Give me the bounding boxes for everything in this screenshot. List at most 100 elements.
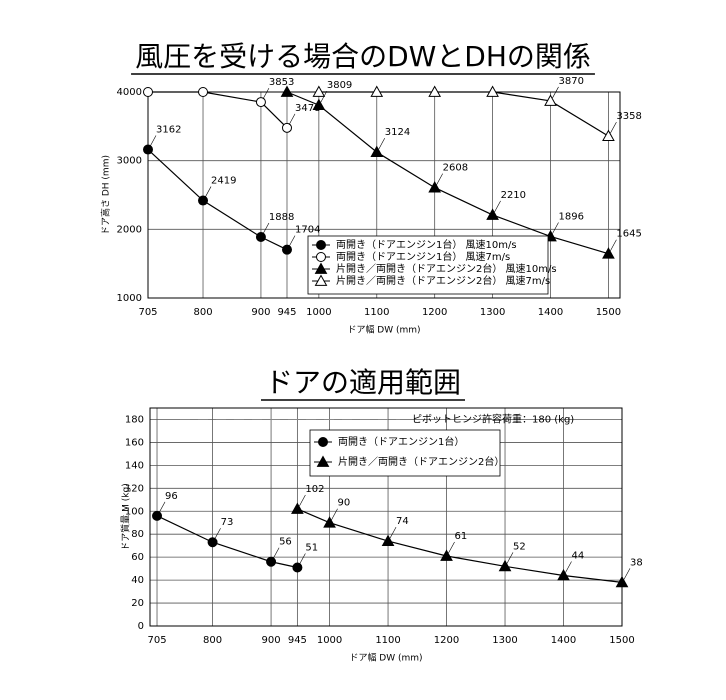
- x-tick-label: 945: [288, 635, 307, 646]
- marker: [544, 94, 557, 106]
- data-label: 2608: [443, 163, 468, 174]
- reference-label: ピボットヒンジ許容荷重：180 (kg): [412, 412, 574, 425]
- label-leader: [272, 547, 280, 559]
- label-leader: [214, 528, 221, 540]
- marker: [318, 437, 328, 447]
- y-tick-label: 180: [125, 414, 144, 425]
- x-tick-label: 1100: [375, 635, 400, 646]
- x-tick-label: 705: [138, 307, 157, 318]
- series-line: [156, 515, 298, 569]
- y-tick-label: 100: [125, 506, 144, 517]
- data-label: 61: [455, 531, 468, 542]
- label-leader: [288, 235, 296, 247]
- y-tick-label: 80: [131, 529, 144, 540]
- x-tick-label: 705: [147, 635, 166, 646]
- data-label: 1704: [295, 225, 320, 236]
- marker: [602, 129, 615, 141]
- marker: [370, 85, 384, 97]
- y-tick-label: 140: [125, 460, 144, 471]
- label-leader: [158, 501, 166, 513]
- x-tick-label: 1400: [551, 635, 576, 646]
- marker: [255, 232, 266, 243]
- marker: [316, 240, 326, 250]
- chart-title: ドアの適用範囲: [265, 366, 461, 399]
- series-line: [297, 508, 623, 583]
- x-tick-label: 800: [203, 635, 222, 646]
- data-label: 1645: [616, 229, 641, 240]
- x-tick-label: 1500: [609, 635, 634, 646]
- marker: [428, 181, 442, 193]
- data-label: 73: [221, 517, 234, 528]
- label-leader: [506, 552, 514, 564]
- data-label: 102: [305, 484, 324, 495]
- y-tick-label: 40: [131, 575, 144, 586]
- x-tick-label: 1500: [596, 307, 621, 318]
- data-label: 96: [165, 491, 178, 502]
- series-line: [318, 91, 609, 137]
- label-leader: [565, 561, 572, 573]
- marker: [152, 510, 163, 521]
- y-tick-label: 20: [131, 598, 144, 609]
- data-label: 3478: [295, 103, 320, 114]
- data-label: 3870: [559, 76, 584, 87]
- marker: [314, 262, 328, 274]
- marker: [440, 549, 453, 561]
- marker: [281, 244, 292, 255]
- legend-label: 両開き（ドアエンジン1台） 風速7m/s: [336, 250, 510, 263]
- y-axis-label: ドア質量 M (kg): [120, 483, 132, 550]
- data-label: 51: [305, 542, 318, 553]
- x-tick-label: 1000: [317, 635, 342, 646]
- legend: 両開き（ドアエンジン1台） 片開き／両開き（ドアエンジン2台）: [309, 429, 504, 477]
- marker: [255, 97, 266, 108]
- marker: [370, 145, 384, 158]
- marker: [557, 568, 570, 581]
- plot-frame: [149, 407, 623, 627]
- x-axis-label: ドア幅 DW (mm): [349, 652, 422, 664]
- marker: [615, 575, 629, 588]
- data-label: 3162: [156, 125, 181, 136]
- label-leader: [204, 186, 212, 198]
- label-leader: [552, 222, 559, 234]
- marker: [323, 516, 336, 528]
- marker: [280, 85, 294, 97]
- legend-label: 両開き（ドアエンジン1台） 風速10m/s: [336, 238, 517, 251]
- label-leader: [378, 138, 386, 150]
- data-label: 3124: [385, 127, 410, 138]
- marker: [198, 87, 209, 97]
- data-label: 2210: [501, 190, 526, 201]
- data-label: 74: [396, 516, 409, 527]
- x-tick-label: 800: [193, 307, 212, 318]
- marker: [486, 208, 499, 220]
- data-label: 38: [630, 557, 643, 568]
- marker: [428, 85, 442, 97]
- data-label: 3809: [327, 80, 352, 91]
- marker: [312, 85, 326, 97]
- marker: [486, 85, 499, 97]
- data-label: 90: [338, 498, 351, 509]
- y-tick-label: 2000: [117, 224, 142, 235]
- legend-label: 両開き（ドアエンジン1台）: [338, 435, 464, 448]
- label-leader: [288, 113, 296, 125]
- label-leader: [552, 86, 559, 99]
- x-tick-label: 1200: [422, 307, 447, 318]
- y-tick-label: 1000: [117, 293, 142, 304]
- data-label: 44: [572, 551, 585, 562]
- x-tick-label: 1300: [480, 307, 505, 318]
- marker: [291, 502, 304, 514]
- marker: [316, 252, 326, 262]
- x-tick-label: 900: [251, 307, 270, 318]
- label-leader: [494, 200, 501, 213]
- label-leader: [448, 541, 455, 554]
- legend-box: [309, 429, 501, 477]
- x-tick-label: 1000: [306, 307, 331, 318]
- marker: [266, 556, 277, 567]
- marker: [316, 455, 330, 467]
- data-label: 52: [513, 541, 526, 552]
- legend-box: [307, 235, 549, 295]
- data-label: 2419: [211, 176, 236, 187]
- y-tick-label: 4000: [117, 87, 142, 98]
- y-tick-label: 60: [131, 552, 144, 563]
- label-leader: [610, 121, 617, 134]
- label-leader: [299, 553, 306, 565]
